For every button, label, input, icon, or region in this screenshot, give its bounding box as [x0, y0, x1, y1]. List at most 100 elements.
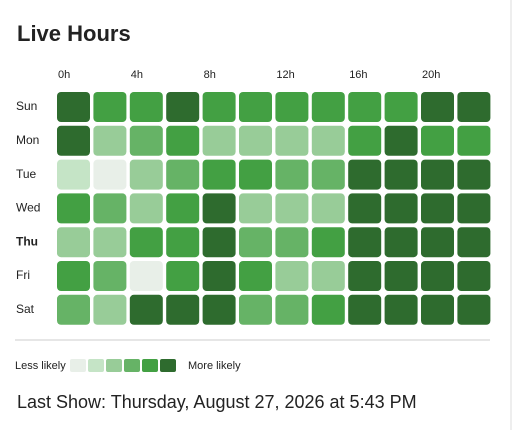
- heat-cell: [202, 159, 236, 190]
- heat-cell: [166, 294, 200, 325]
- legend-swatch: [124, 359, 140, 372]
- heat-cell: [275, 193, 309, 224]
- hour-label: 16h: [349, 69, 367, 81]
- heat-cell: [93, 159, 127, 190]
- heat-cell: [129, 227, 163, 258]
- heat-cell: [239, 261, 272, 291]
- heat-cell: [384, 227, 418, 258]
- hour-label: 20h: [422, 69, 440, 81]
- heat-cell: [129, 125, 163, 156]
- heat-cell: [421, 193, 454, 224]
- heat-cell: [384, 159, 418, 190]
- heat-cell: [239, 193, 272, 224]
- hour-label: 0h: [58, 69, 70, 81]
- heat-cell: [348, 125, 382, 156]
- heat-cell: [57, 92, 90, 122]
- legend-swatch: [142, 359, 158, 372]
- heat-cell: [202, 92, 236, 122]
- heat-cell: [348, 193, 382, 224]
- heat-cell: [166, 193, 200, 224]
- heat-cell: [93, 261, 127, 291]
- heat-cell: [348, 294, 382, 325]
- heat-cell: [421, 159, 454, 190]
- hour-label: 4h: [131, 69, 143, 81]
- chart-title: Live Hours: [17, 21, 131, 46]
- day-label: Sun: [16, 99, 37, 113]
- heat-cell: [457, 125, 491, 156]
- heat-cell: [166, 227, 200, 258]
- heat-cell: [202, 193, 236, 224]
- day-label: Wed: [16, 201, 40, 215]
- heat-cell: [166, 125, 200, 156]
- heat-cell: [348, 159, 382, 190]
- heat-cell: [166, 159, 200, 190]
- legend-swatch: [106, 359, 122, 372]
- heat-cell: [57, 261, 90, 291]
- heat-cell: [93, 193, 127, 224]
- hour-label: 12h: [276, 69, 294, 81]
- heat-cell: [239, 92, 272, 122]
- heat-cell: [239, 125, 272, 156]
- heat-cell: [202, 261, 236, 291]
- heat-cell: [129, 261, 163, 291]
- heat-cell: [457, 227, 491, 258]
- heat-cell: [421, 92, 454, 122]
- heat-cell: [384, 193, 418, 224]
- heat-cell: [384, 92, 418, 122]
- legend-swatch: [88, 359, 104, 372]
- heat-cell: [239, 227, 272, 258]
- heat-cell: [129, 159, 163, 190]
- heat-cell: [275, 125, 309, 156]
- heat-cell: [348, 92, 382, 122]
- heat-cell: [348, 261, 382, 291]
- heat-cell: [384, 125, 418, 156]
- heat-cell: [202, 294, 236, 325]
- heat-cell: [202, 125, 236, 156]
- heat-cell: [457, 159, 491, 190]
- heat-cell: [311, 92, 345, 122]
- heat-cell: [457, 261, 491, 291]
- heat-cell: [129, 92, 163, 122]
- day-label: Fri: [16, 268, 30, 282]
- legend-high: More likely: [188, 360, 241, 372]
- legend-low: Less likely: [15, 360, 66, 372]
- heat-cell: [93, 92, 127, 122]
- heat-cell: [57, 193, 90, 224]
- day-label: Tue: [16, 167, 37, 181]
- heat-cell: [239, 159, 272, 190]
- footer-text: Last Show: Thursday, August 27, 2026 at …: [17, 392, 417, 412]
- heat-cell: [421, 227, 454, 258]
- heat-cell: [129, 294, 163, 325]
- day-label: Sat: [16, 302, 35, 316]
- heat-cell: [57, 227, 90, 258]
- heat-cell: [93, 125, 127, 156]
- day-label: Mon: [16, 133, 39, 147]
- heat-cell: [457, 294, 491, 325]
- heat-cell: [275, 294, 309, 325]
- heat-cell: [239, 294, 272, 325]
- heat-cell: [311, 261, 345, 291]
- heat-cell: [311, 125, 345, 156]
- heat-cell: [275, 261, 309, 291]
- heat-cell: [348, 227, 382, 258]
- heat-cell: [457, 193, 491, 224]
- heat-cell: [129, 193, 163, 224]
- legend-swatch: [160, 359, 176, 372]
- heat-cell: [275, 159, 309, 190]
- hour-label: 8h: [204, 69, 216, 81]
- heat-cell: [421, 294, 454, 325]
- day-label: Thu: [16, 234, 38, 248]
- heat-cell: [57, 125, 90, 156]
- heat-cell: [166, 261, 200, 291]
- heat-cell: [311, 159, 345, 190]
- heat-cell: [93, 294, 127, 325]
- heat-cell: [202, 227, 236, 258]
- heat-cell: [311, 193, 345, 224]
- heat-cell: [384, 261, 418, 291]
- legend-swatch: [70, 359, 86, 372]
- heat-cell: [384, 294, 418, 325]
- heat-cell: [166, 92, 200, 122]
- heat-cell: [311, 227, 345, 258]
- heat-cell: [57, 294, 90, 325]
